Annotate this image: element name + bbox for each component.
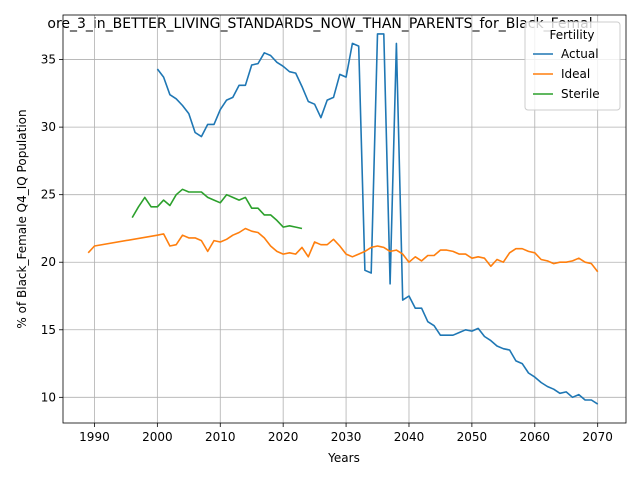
x-tick-label: 2000 — [142, 430, 173, 444]
x-tick-label: 2070 — [582, 430, 613, 444]
x-axis: 1990 2000 2010 2020 2030 2040 2050 2060 2070 — [79, 423, 613, 444]
x-tick-label: 2040 — [394, 430, 425, 444]
grid — [63, 15, 626, 423]
y-axis: 10 15 20 25 30 35 — [41, 53, 63, 404]
x-tick-label: 2030 — [331, 430, 362, 444]
y-tick-label: 10 — [41, 390, 56, 404]
y-tick-label: 25 — [41, 188, 56, 202]
x-tick-label: 2010 — [205, 430, 236, 444]
legend-label-actual: Actual — [561, 47, 599, 61]
legend-label-sterile: Sterile — [561, 87, 600, 101]
y-axis-label: % of Black_Female Q4_IQ Population — [15, 109, 29, 328]
legend-label-ideal: Ideal — [561, 67, 590, 81]
legend: Fertility Actual Ideal Sterile — [524, 21, 621, 111]
legend-title: Fertility — [549, 28, 594, 42]
plot-frame — [62, 14, 627, 424]
y-tick-label: 35 — [41, 53, 56, 67]
series-line-sterile — [131, 188, 303, 230]
y-tick-label: 20 — [41, 255, 56, 269]
x-tick-label: 2020 — [268, 430, 299, 444]
x-tick-label: 1990 — [79, 430, 110, 444]
legend-box — [524, 21, 621, 111]
x-tick-label: 2060 — [520, 430, 551, 444]
y-tick-label: 30 — [41, 120, 56, 134]
series-line-ideal — [87, 227, 599, 273]
series-group — [87, 33, 599, 405]
x-tick-label: 2050 — [457, 430, 488, 444]
x-axis-label: Years — [327, 451, 360, 465]
series-line-actual — [156, 33, 599, 405]
chart-title: ore_3_in_BETTER_LIVING_STANDARDS_NOW_THA… — [47, 16, 592, 32]
y-tick-label: 15 — [41, 323, 56, 337]
